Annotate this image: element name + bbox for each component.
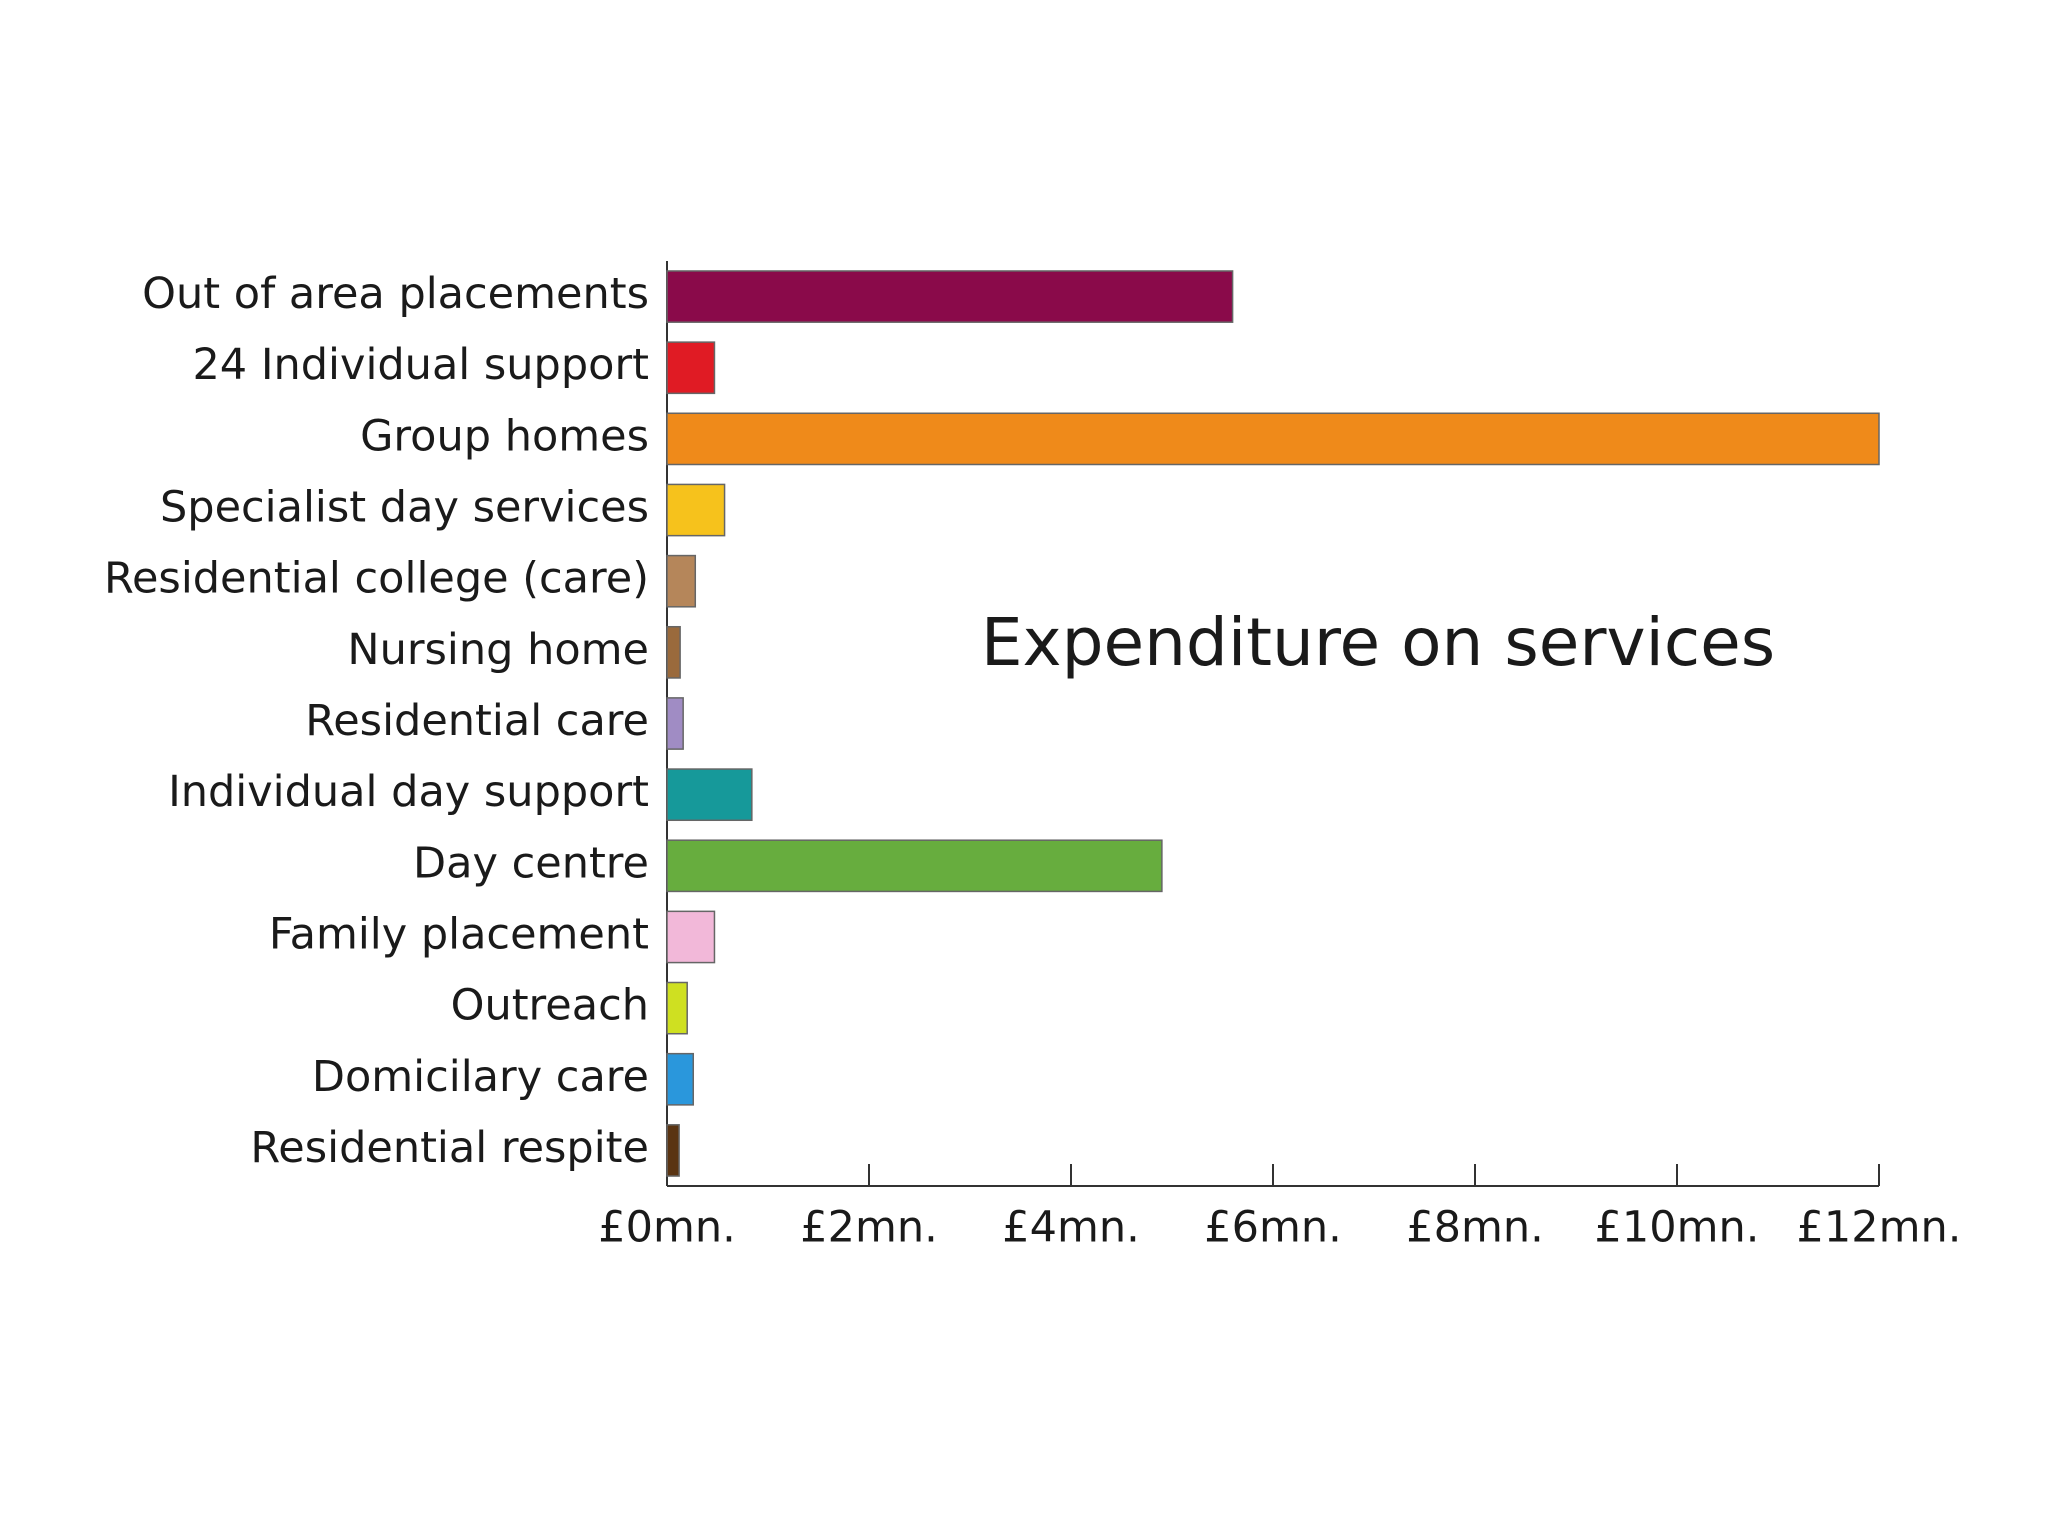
bar (666, 1124, 680, 1177)
x-tick-label: £12mn. (1797, 1203, 1962, 1253)
bar (666, 981, 688, 1035)
y-tick-label: Out of area placements (142, 269, 649, 319)
y-tick-label: 24 Individual support (192, 340, 649, 390)
bar (666, 768, 753, 822)
bar (666, 839, 1163, 893)
y-tick-label: Domicilary care (312, 1052, 649, 1102)
bar (666, 412, 1880, 466)
x-tick-label: £0mn. (598, 1203, 736, 1253)
bar (666, 1052, 695, 1106)
x-tick-label: £2mn. (800, 1203, 938, 1253)
y-tick-label: Family placement (269, 909, 649, 959)
y-tick-label: Individual day support (168, 767, 649, 817)
bar (666, 625, 681, 679)
bar (666, 697, 684, 750)
y-tick-label: Residential college (care) (104, 554, 649, 604)
bar (666, 483, 726, 537)
x-tick-label: £6mn. (1204, 1203, 1342, 1253)
y-tick-label: Day centre (413, 838, 649, 888)
y-tick-label: Nursing home (347, 625, 649, 675)
bar (666, 554, 697, 608)
x-tick-label: £4mn. (1002, 1203, 1140, 1253)
bar (666, 910, 716, 964)
x-tick-label: £8mn. (1406, 1203, 1544, 1253)
bar (666, 270, 1234, 323)
y-tick-label: Residential respite (250, 1123, 649, 1173)
bar (666, 341, 716, 395)
chart-title: Expenditure on services (981, 604, 1775, 681)
y-tick-label: Residential care (305, 696, 649, 746)
y-tick-label: Outreach (451, 981, 649, 1031)
y-tick-label: Specialist day services (160, 483, 649, 533)
y-tick-label: Group homes (360, 411, 649, 461)
x-tick-label: £10mn. (1595, 1203, 1760, 1253)
